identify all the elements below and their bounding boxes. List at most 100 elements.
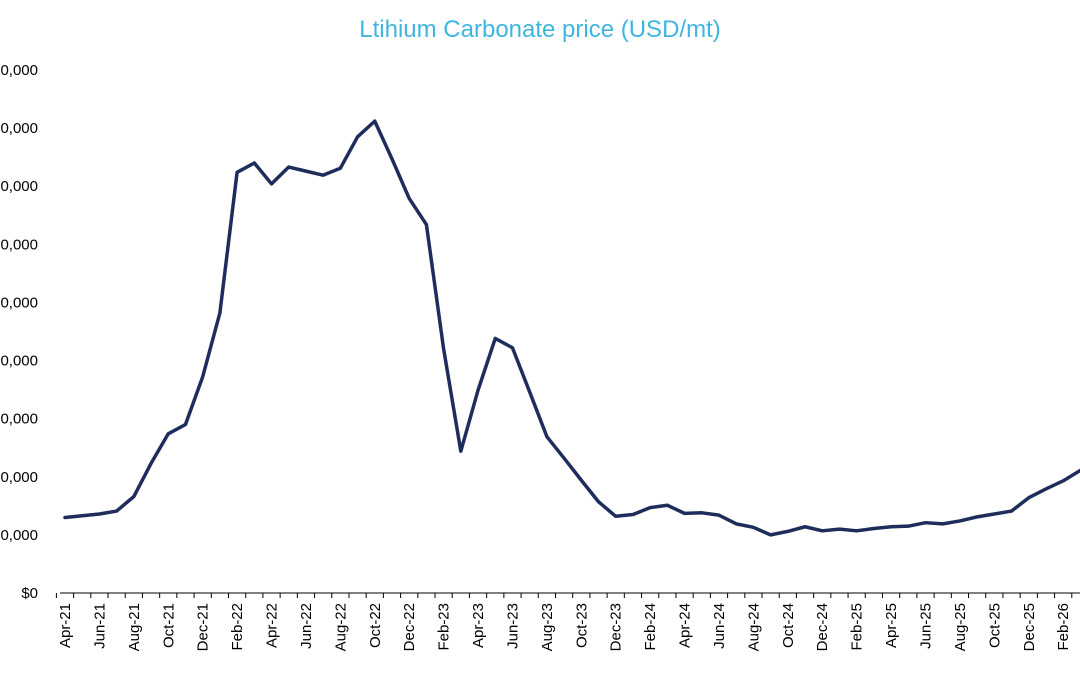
- x-tick-label: Oct-23: [573, 603, 590, 648]
- data-point: [683, 512, 686, 515]
- y-tick-label: 0,000: [0, 294, 38, 311]
- data-point: [975, 515, 979, 519]
- x-tick-label: Apr-21: [57, 603, 74, 648]
- data-point: [98, 512, 101, 516]
- data-point: [700, 511, 703, 515]
- data-point: [993, 512, 996, 516]
- x-tick-label: Jun-22: [298, 603, 315, 649]
- data-point: [941, 522, 944, 526]
- x-tick-label: Feb-25: [849, 603, 866, 651]
- data-point: [614, 515, 617, 518]
- x-tick-label: Feb-26: [1055, 603, 1072, 651]
- data-point: [958, 519, 962, 523]
- data-point: [218, 311, 222, 315]
- data-point: [287, 165, 290, 169]
- data-point: [339, 167, 342, 170]
- data-point: [717, 513, 721, 517]
- y-tick-label: $0: [21, 585, 38, 602]
- data-point: [648, 506, 652, 509]
- y-tick-label: 0,000: [0, 411, 38, 428]
- x-axis: [55, 592, 1080, 598]
- chart-title: Ltihium Carbonate price (USD/mt): [359, 16, 721, 43]
- data-point: [511, 346, 514, 349]
- x-tick-label: Oct-22: [367, 603, 384, 648]
- data-point: [132, 495, 136, 498]
- x-tick-label: Aug-21: [126, 603, 143, 651]
- x-tick-label: Apr-22: [264, 603, 281, 648]
- x-tick-label: Oct-25: [986, 603, 1003, 648]
- data-point: [562, 456, 566, 460]
- x-tick-label: Jun-25: [918, 603, 935, 649]
- data-point: [769, 533, 772, 537]
- x-tick-label: Aug-22: [332, 603, 349, 651]
- data-point: [459, 450, 463, 453]
- data-point: [1044, 487, 1048, 491]
- x-tick-label: Aug-25: [952, 603, 969, 651]
- y-tick-label: 0,000: [0, 236, 38, 253]
- data-point: [1010, 509, 1013, 513]
- data-point: [304, 169, 308, 173]
- data-point: [752, 526, 755, 529]
- x-tick-label: Feb-24: [642, 603, 659, 651]
- series-line: [63, 119, 1080, 537]
- x-tick-label: Dec-21: [195, 603, 212, 651]
- data-point: [494, 337, 497, 340]
- x-tick-label: Apr-25: [883, 603, 900, 648]
- series-group: [63, 119, 1080, 537]
- data-point: [253, 161, 256, 165]
- x-tick-label: Apr-24: [677, 603, 694, 648]
- data-point: [1027, 496, 1030, 499]
- y-axis-labels: $0 0,000 0,000 0,000 0,000 0,000 0,000 0,000 0,0…: [0, 62, 38, 602]
- data-point: [167, 432, 170, 435]
- data-point: [373, 119, 376, 123]
- x-tick-label: Dec-23: [608, 603, 625, 651]
- data-point: [81, 514, 84, 517]
- data-point: [821, 529, 824, 533]
- data-point: [889, 525, 893, 528]
- y-tick-label: 0,000: [0, 178, 38, 195]
- x-tick-label: Dec-25: [1021, 603, 1038, 651]
- data-point: [408, 197, 411, 200]
- data-point: [597, 500, 600, 503]
- data-point: [63, 516, 67, 519]
- x-tick-label: Aug-24: [745, 603, 762, 651]
- data-point: [528, 390, 531, 394]
- data-point: [1061, 479, 1065, 483]
- data-point: [545, 435, 549, 438]
- x-tick-label: Jun-23: [504, 603, 521, 649]
- data-point: [786, 530, 790, 533]
- x-axis-labels: Apr-21 Jun-21 Aug-21 Oct-21 Dec-21 Feb-22 Apr-…: [57, 603, 1072, 651]
- y-tick-label: 0,000: [0, 120, 38, 137]
- x-tick-label: Oct-24: [780, 603, 797, 648]
- x-tick-label: Feb-22: [229, 603, 246, 651]
- y-tick-label: 0,000: [0, 527, 38, 544]
- data-point: [235, 171, 239, 174]
- data-point: [855, 529, 858, 533]
- x-tick-label: Jun-21: [91, 603, 108, 649]
- x-tick-label: Aug-23: [539, 603, 556, 651]
- data-point: [872, 527, 876, 530]
- data-point: [442, 347, 445, 351]
- data-point: [803, 525, 807, 528]
- x-tick-label: Apr-23: [470, 603, 487, 648]
- data-point: [149, 462, 153, 465]
- x-tick-label: Dec-24: [814, 603, 831, 651]
- data-point: [476, 388, 480, 392]
- data-point: [270, 182, 273, 186]
- data-point: [356, 135, 359, 139]
- data-point: [631, 513, 635, 516]
- data-point: [201, 375, 204, 379]
- data-point: [838, 527, 841, 531]
- data-point: [425, 223, 428, 226]
- x-tick-label: Dec-22: [401, 603, 418, 651]
- data-point: [666, 504, 669, 507]
- data-point: [321, 173, 325, 177]
- y-tick-label: 0,000: [0, 62, 38, 79]
- data-point: [390, 157, 394, 161]
- data-point: [184, 423, 187, 426]
- data-point: [734, 522, 738, 526]
- y-tick-label: 0,000: [0, 469, 38, 486]
- x-tick-label: Oct-21: [160, 603, 177, 648]
- data-point: [115, 509, 118, 513]
